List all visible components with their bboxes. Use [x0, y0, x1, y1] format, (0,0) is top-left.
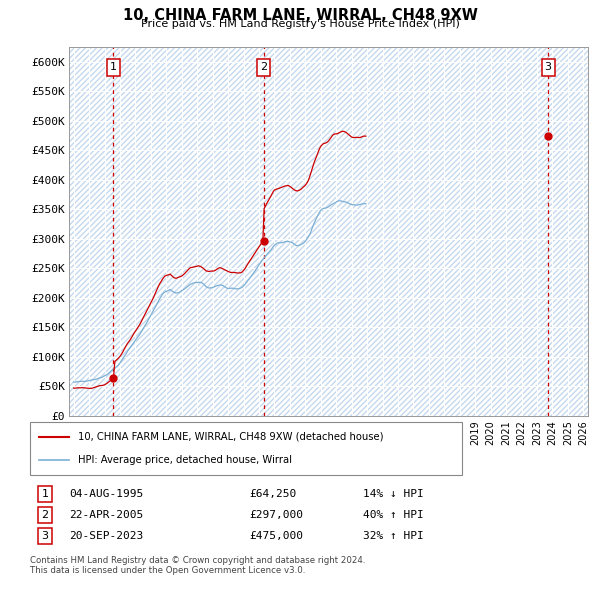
FancyBboxPatch shape — [30, 422, 462, 475]
Text: 1: 1 — [110, 63, 117, 73]
Text: 20-SEP-2023: 20-SEP-2023 — [69, 532, 143, 541]
Text: 3: 3 — [545, 63, 551, 73]
Text: Price paid vs. HM Land Registry's House Price Index (HPI): Price paid vs. HM Land Registry's House … — [140, 19, 460, 30]
Text: 40% ↑ HPI: 40% ↑ HPI — [363, 510, 424, 520]
Text: £297,000: £297,000 — [249, 510, 303, 520]
Text: HPI: Average price, detached house, Wirral: HPI: Average price, detached house, Wirr… — [77, 455, 292, 465]
Text: 1: 1 — [41, 489, 49, 499]
Text: 14% ↓ HPI: 14% ↓ HPI — [363, 489, 424, 499]
Text: 10, CHINA FARM LANE, WIRRAL, CH48 9XW: 10, CHINA FARM LANE, WIRRAL, CH48 9XW — [122, 8, 478, 22]
Text: 22-APR-2005: 22-APR-2005 — [69, 510, 143, 520]
Text: 2: 2 — [260, 63, 267, 73]
Text: 10, CHINA FARM LANE, WIRRAL, CH48 9XW (detached house): 10, CHINA FARM LANE, WIRRAL, CH48 9XW (d… — [77, 432, 383, 442]
Text: This data is licensed under the Open Government Licence v3.0.: This data is licensed under the Open Gov… — [30, 566, 305, 575]
Text: £64,250: £64,250 — [249, 489, 296, 499]
Text: 32% ↑ HPI: 32% ↑ HPI — [363, 532, 424, 541]
Text: Contains HM Land Registry data © Crown copyright and database right 2024.: Contains HM Land Registry data © Crown c… — [30, 556, 365, 565]
Text: 3: 3 — [41, 532, 49, 541]
Text: £475,000: £475,000 — [249, 532, 303, 541]
Text: 04-AUG-1995: 04-AUG-1995 — [69, 489, 143, 499]
Text: 2: 2 — [41, 510, 49, 520]
